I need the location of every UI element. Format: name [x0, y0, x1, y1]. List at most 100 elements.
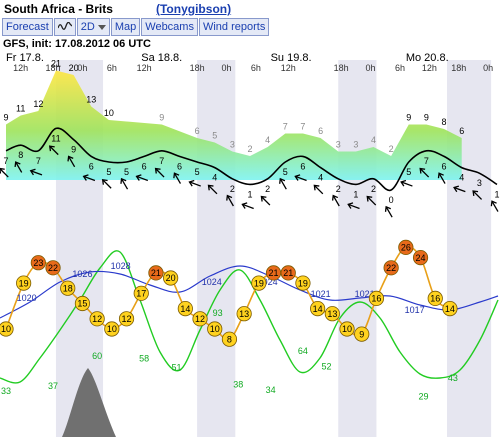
- temperature-dot: [163, 270, 179, 286]
- hour-label: 0h: [77, 63, 87, 73]
- temperature-label: 10: [342, 324, 352, 334]
- temperature-dot: [74, 295, 91, 312]
- wind-arrow: [384, 205, 393, 218]
- model-init-label: GFS, init: 17.08.2012 06 UTC: [3, 38, 151, 50]
- wind-speed-label: 6: [89, 161, 94, 171]
- wind-speed-label: 4: [318, 173, 323, 183]
- temperature-label: 10: [1, 324, 11, 334]
- wind-speed-label: 5: [195, 167, 200, 177]
- temperature-dot: [177, 300, 193, 317]
- temperature-dot: [30, 255, 46, 271]
- hour-label: 6h: [107, 63, 117, 73]
- pressure-label: 1020: [17, 293, 37, 303]
- wind-speed-label: 7: [3, 156, 8, 166]
- wind-speed-label: 2: [371, 184, 376, 194]
- wind-speed-label: 5: [283, 167, 288, 177]
- tab-chart[interactable]: [53, 18, 76, 36]
- pressure-label: 1028: [111, 261, 131, 271]
- pressure-line: [0, 265, 499, 319]
- temperature-label: 12: [195, 314, 205, 324]
- wind-arrow: [279, 177, 287, 190]
- gust-label: 9: [3, 113, 8, 123]
- gust-label: 12: [33, 99, 43, 109]
- wind-speed-label: 2: [336, 184, 341, 194]
- wind-arrow: [188, 179, 201, 187]
- gust-label: 3: [230, 140, 235, 150]
- hour-label: 12h: [137, 63, 152, 73]
- wind-speed-label: 0: [389, 195, 394, 205]
- user-link[interactable]: (Tonygibson): [156, 2, 232, 16]
- temperature-dot: [16, 275, 32, 291]
- temperature-label: 19: [254, 278, 264, 288]
- wind-arrow: [101, 178, 112, 189]
- tab-forecast[interactable]: Forecast: [2, 18, 53, 36]
- wind-speed-label: 1: [494, 189, 499, 199]
- wind-arrow: [226, 194, 234, 207]
- temperature-label: 19: [19, 278, 29, 288]
- temperature-dot: [133, 285, 149, 301]
- wind-speed-label: 1: [353, 189, 358, 199]
- gust-label: 4: [265, 135, 270, 145]
- wind-speed-label: 4: [212, 173, 217, 183]
- hour-label: 0h: [221, 63, 231, 73]
- cloud-label: 58: [139, 354, 149, 364]
- pressure-label: 1021: [311, 289, 331, 299]
- cloud-label: 51: [172, 363, 182, 373]
- temperature-label: 16: [371, 294, 381, 304]
- cloud-label: 52: [321, 361, 331, 371]
- temperature-dot: [427, 290, 443, 306]
- wind-speed-label: 11: [51, 133, 60, 143]
- temperature-label: 14: [313, 304, 323, 314]
- hour-label: 6h: [251, 63, 261, 73]
- page-title: South Africa - Brits: [4, 2, 113, 16]
- temperature-label: 23: [33, 258, 43, 268]
- temperature-label: 26: [401, 243, 411, 253]
- temperature-dot: [104, 321, 120, 337]
- gust-label: 2: [389, 144, 394, 154]
- gust-area: [6, 70, 462, 180]
- wind-speed-label: 7: [159, 156, 164, 166]
- gust-label: 3: [353, 140, 358, 150]
- tab-bar: Forecast 2D Map Webcams Wind reports: [2, 18, 270, 36]
- temperature-dot: [442, 300, 458, 317]
- temperature-dot: [310, 300, 326, 317]
- temperature-label: 24: [416, 253, 426, 263]
- pressure-label: 1017: [405, 305, 425, 315]
- cloud-label: 93: [213, 308, 223, 318]
- temperature-label: 13: [239, 309, 249, 319]
- wind-speed-label: 5: [124, 167, 129, 177]
- temperature-label: 22: [48, 263, 58, 273]
- wind-arrow: [260, 195, 271, 206]
- wind-speed-label: 6: [142, 161, 147, 171]
- day-label: Su 19.8.: [271, 52, 312, 64]
- temperature-dot: [412, 250, 429, 266]
- wind-arrow: [207, 184, 218, 195]
- wind-arrow: [472, 190, 483, 200]
- temperature-dot: [207, 321, 223, 337]
- temperature-label: 21: [269, 268, 279, 278]
- wind-speed-label: 7: [36, 156, 41, 166]
- tab-map[interactable]: Map: [110, 18, 141, 36]
- wind-speed-label: 1: [248, 189, 253, 199]
- wind-arrow: [135, 174, 149, 182]
- wind-speed-label: 6: [442, 161, 447, 171]
- rain-area: [62, 368, 116, 437]
- wind-arrow: [313, 184, 324, 195]
- wind-arrow: [173, 172, 182, 184]
- temperature-label: 9: [359, 329, 364, 339]
- hour-label: 12h: [422, 63, 437, 73]
- gust-label: 9: [406, 113, 411, 123]
- temperature-dot: [89, 311, 105, 327]
- wind-speed-label: 5: [406, 167, 411, 177]
- wind-speed-label: 6: [300, 161, 305, 171]
- gust-label: 3: [336, 140, 341, 150]
- wind-arrow: [453, 185, 466, 193]
- tab-webcams[interactable]: Webcams: [141, 18, 198, 36]
- tab-wind-reports[interactable]: Wind reports: [198, 18, 270, 36]
- temperature-label: 15: [77, 299, 87, 309]
- hour-label: 6h: [395, 63, 405, 73]
- temperature-dot: [192, 311, 208, 327]
- chevron-down-icon: [97, 24, 106, 30]
- tab-mode-2d[interactable]: 2D: [76, 18, 110, 36]
- night-band: [338, 60, 377, 437]
